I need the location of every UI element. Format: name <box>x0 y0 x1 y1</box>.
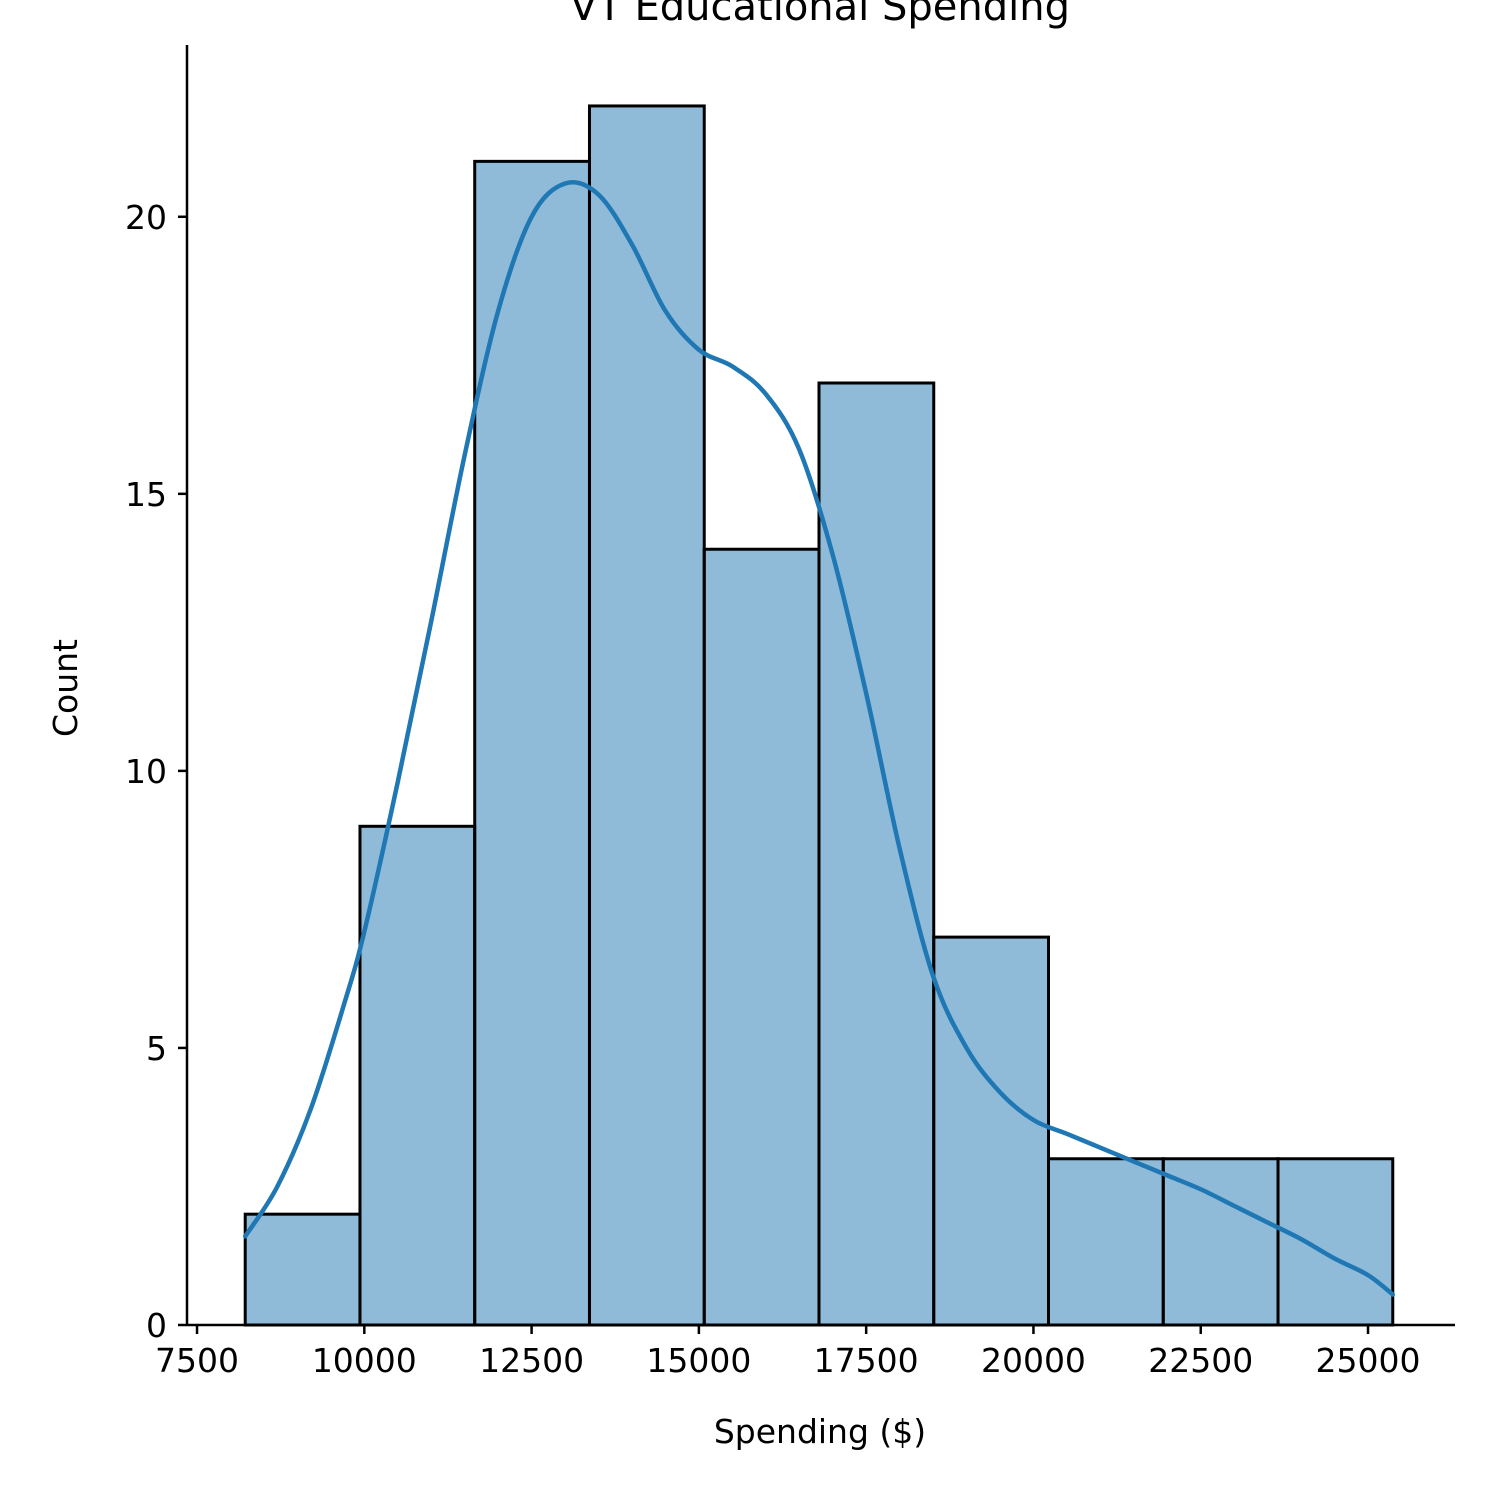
kde-curve <box>242 180 1396 1297</box>
histogram-bar <box>932 935 1051 1327</box>
x-tick-label: 17500 <box>814 1341 919 1380</box>
histogram-bar <box>1047 1157 1165 1327</box>
histogram-bar <box>587 104 706 1327</box>
histogram-bar <box>358 824 477 1327</box>
y-tick-label: 20 <box>125 198 167 237</box>
x-tick-label: 15000 <box>646 1341 751 1380</box>
chart-title: VT Educational Spending <box>570 0 1070 30</box>
histogram-bar <box>1276 1157 1395 1327</box>
histogram-bar <box>1161 1157 1280 1327</box>
y-axis-label: Count <box>46 639 85 737</box>
x-tick-label: 22500 <box>1148 1341 1253 1380</box>
y-tick-label: 15 <box>125 475 167 514</box>
histogram-bar <box>817 381 936 1327</box>
x-axis-label: Spending ($) <box>714 1412 926 1451</box>
x-tick-label: 7500 <box>155 1341 239 1380</box>
x-tick-label: 25000 <box>1316 1341 1421 1380</box>
histogram-bar <box>243 1212 362 1327</box>
histogram-bar <box>702 547 821 1327</box>
y-tick-label: 0 <box>146 1306 167 1345</box>
y-tick-label: 10 <box>125 752 167 791</box>
x-tick-label: 20000 <box>981 1341 1086 1380</box>
histogram-bar <box>473 159 591 1327</box>
x-tick-label: 12500 <box>479 1341 584 1380</box>
x-tick-label: 10000 <box>312 1341 417 1380</box>
y-tick-label: 5 <box>146 1029 167 1068</box>
